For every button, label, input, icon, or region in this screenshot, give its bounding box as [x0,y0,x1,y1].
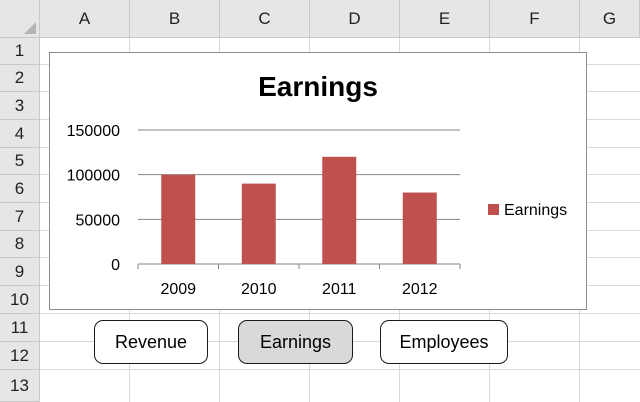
select-all-corner[interactable] [0,0,40,38]
x-tick-label: 2010 [241,281,277,298]
row-header-3[interactable]: 3 [0,92,40,120]
row-header-8[interactable]: 8 [0,231,40,258]
chart-plot: 0 50000 100000 150000 2009 2010 2011 2012 Earnin… [67,123,568,298]
x-tick-label: 2011 [322,281,357,298]
row-header-1[interactable]: 1 [0,38,40,65]
y-tick-label: 0 [111,257,120,274]
row-header-6[interactable]: 6 [0,175,40,203]
y-tick-label: 100000 [67,168,120,185]
column-header-a[interactable]: A [40,0,130,38]
chart-title: Earnings [258,71,378,102]
gridline [40,313,640,314]
row-header-11[interactable]: 11 [0,314,40,342]
column-header-c[interactable]: C [220,0,310,38]
employees-button[interactable]: Employees [380,320,508,364]
bar-2009 [161,174,196,264]
earnings-chart[interactable]: Earnings 0 50000 100000 150000 2009 2010 2011 2… [49,52,587,310]
row-header-9[interactable]: 9 [0,258,40,286]
x-tick-label: 2012 [402,281,438,298]
x-tick-label: 2009 [160,281,196,298]
y-tick-label: 150000 [67,123,120,140]
row-header-13[interactable]: 13 [0,370,40,402]
row-header-4[interactable]: 4 [0,120,40,148]
row-header-12[interactable]: 12 [0,342,40,370]
legend-label: Earnings [504,202,567,219]
revenue-button[interactable]: Revenue [94,320,208,364]
column-header-g[interactable]: G [580,0,640,38]
bar-2010 [241,183,276,264]
column-header-d[interactable]: D [310,0,400,38]
earnings-button[interactable]: Earnings [238,320,353,364]
legend-swatch [488,204,499,215]
y-tick-label: 50000 [76,212,121,229]
bar-2012 [402,192,437,264]
column-header-f[interactable]: F [490,0,580,38]
row-header-7[interactable]: 7 [0,203,40,231]
select-all-triangle-icon [24,22,36,34]
column-header-e[interactable]: E [400,0,490,38]
row-header-10[interactable]: 10 [0,286,40,314]
row-header-5[interactable]: 5 [0,148,40,175]
gridline [40,369,640,370]
column-header-b[interactable]: B [130,0,220,38]
row-header-2[interactable]: 2 [0,65,40,92]
bar-2011 [322,156,357,264]
